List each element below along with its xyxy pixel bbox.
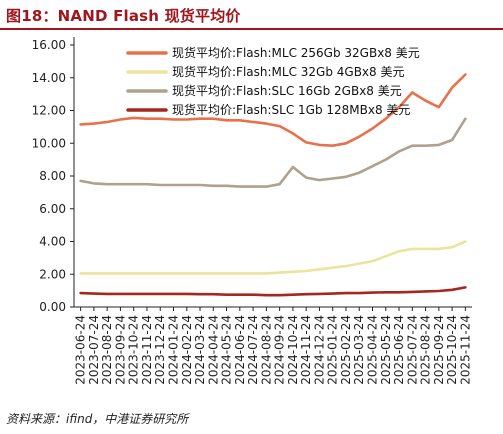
x-tick-label: 2025-04-24 (366, 315, 380, 385)
x-tick-label: 2024-05-24 (220, 315, 234, 385)
legend-label: 现货平均价:Flash:MLC 32Gb 4GBx8 美元 (172, 64, 404, 79)
x-tick-label: 2023-08-24 (100, 315, 114, 385)
page-title: 图18：NAND Flash 现货平均价 (6, 7, 241, 25)
x-tick-label: 2024-09-24 (273, 315, 287, 385)
x-tick-label: 2024-08-24 (259, 315, 273, 385)
x-tick-label: 2023-07-24 (87, 315, 101, 385)
x-tick-label: 2025-06-24 (392, 315, 406, 385)
x-tick-label: 2023-10-24 (127, 315, 141, 385)
axes (73, 37, 472, 308)
legend-label: 现货平均价:Flash:MLC 256Gb 32GBx8 美元 (172, 45, 420, 60)
x-tick-label: 2024-10-24 (286, 315, 300, 385)
x-tick-label: 2024-04-24 (206, 315, 220, 385)
x-tick-label: 2025-05-24 (379, 315, 393, 385)
x-tick-label: 2025-09-24 (432, 315, 446, 385)
source-note: 资料来源：ifind，中港证券研究所 (6, 412, 189, 426)
y-tick-label: 8.00 (39, 169, 66, 183)
series-lines (79, 73, 467, 297)
x-tick-label: 2023-12-24 (153, 315, 167, 385)
series-line-4 (79, 286, 467, 297)
x-tick-label: 2025-02-24 (339, 315, 353, 385)
x-tick-label: 2025-08-24 (419, 315, 433, 385)
x-tick-label: 2024-01-24 (167, 315, 181, 385)
x-tick-label: 2024-11-24 (299, 315, 313, 385)
x-tick-label: 2025-11-24 (458, 315, 472, 385)
y-tick-label: 12.00 (32, 104, 66, 118)
x-tick-label: 2025-10-24 (445, 315, 459, 385)
legend: 现货平均价:Flash:MLC 256Gb 32GBx8 美元现货平均价:Fla… (126, 45, 420, 117)
x-tick-label: 2024-06-24 (233, 315, 247, 385)
legend-label: 现货平均价:Flash:SLC 16Gb 2GBx8 美元 (172, 83, 402, 98)
x-tick-label: 2023-06-24 (74, 315, 88, 385)
x-tick-label: 2025-03-24 (352, 315, 366, 385)
x-tick-label: 2024-03-24 (193, 315, 207, 385)
title-divider (0, 28, 503, 30)
y-tick-label: 0.00 (39, 300, 66, 314)
x-axis-ticks: 2023-06-24 2023-07-24 2023-08-24 2023-09-24… (74, 307, 472, 385)
legend-label: 现货平均价:Flash:SLC 1Gb 128MBx8 美元 (172, 102, 410, 117)
series-line-3 (79, 117, 467, 188)
x-tick-label: 2023-11-24 (140, 315, 154, 385)
x-tick-label: 2024-12-24 (312, 315, 326, 385)
y-tick-label: 10.00 (32, 136, 66, 150)
x-tick-label: 2023-09-24 (113, 315, 127, 385)
x-tick-label: 2025-01-24 (326, 315, 340, 385)
x-tick-label: 2024-02-24 (180, 315, 194, 385)
x-tick-label: 2024-07-24 (246, 315, 260, 385)
y-tick-label: 4.00 (39, 235, 66, 249)
series-line-1 (79, 73, 467, 147)
y-tick-label: 14.00 (32, 71, 66, 85)
y-tick-label: 2.00 (39, 267, 66, 281)
y-axis-ticks: 0.00 2.00 4.00 6.00 8.00 10.00 12.00 14.00 16.00 (32, 38, 74, 314)
x-tick-label: 2025-07-24 (405, 315, 419, 385)
y-tick-label: 6.00 (39, 202, 66, 216)
series-line-2 (79, 240, 467, 275)
y-tick-label: 16.00 (32, 38, 66, 52)
